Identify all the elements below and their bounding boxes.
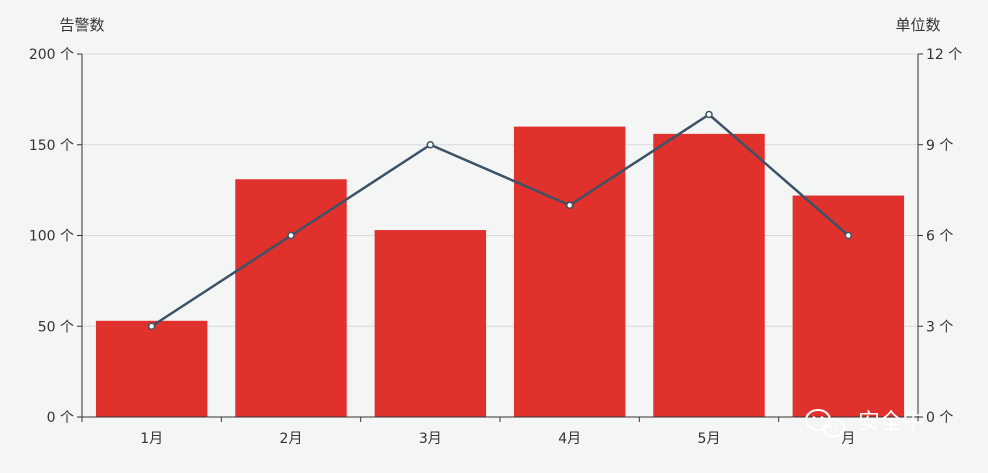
line-point — [565, 201, 574, 209]
bar — [653, 133, 765, 418]
bar-series — [95, 126, 905, 418]
bar — [513, 126, 626, 417]
left-axis-title: 告警数 — [59, 16, 104, 34]
right-tick-label: 9 个 — [926, 138, 953, 154]
line-point — [426, 141, 435, 149]
bar — [374, 230, 487, 417]
left-tick-label: 200 个 — [29, 47, 74, 63]
category-label: 月 — [841, 431, 855, 447]
line-point — [705, 110, 713, 119]
right-tick-label: 0 个 — [926, 410, 953, 426]
series-line — [150, 113, 850, 328]
category-label: 1月 — [140, 431, 163, 447]
category-label: 2月 — [280, 431, 303, 447]
watermark-text: 安全牛 — [858, 410, 924, 435]
line-point — [844, 231, 853, 240]
grid-lines — [82, 53, 918, 327]
left-tick-label: 150 个 — [29, 138, 74, 154]
category-label: 4月 — [558, 431, 581, 447]
left-tick-label: 0 个 — [47, 410, 74, 426]
left-tick-label: 100 个 — [29, 229, 74, 245]
line-series — [147, 110, 853, 330]
wechat-icon — [805, 409, 845, 438]
line-point — [147, 322, 156, 330]
right-tick-label: 3 个 — [926, 319, 953, 335]
bar — [95, 320, 208, 417]
category-label: 5月 — [698, 431, 721, 447]
left-tick-label: 50 个 — [38, 319, 74, 335]
bar — [235, 179, 347, 417]
bar — [792, 195, 905, 417]
right-tick-label: 6 个 — [926, 229, 953, 245]
right-tick-label: 12 个 — [926, 47, 962, 63]
axes — [77, 53, 923, 422]
watermark: 安全牛 — [805, 409, 924, 438]
labels: 告警数 单位数 0 个 50 个 100 个 150 个 200 个 0 个 3 个 6 个 9… — [29, 16, 962, 447]
right-axis-title: 单位数 — [895, 16, 940, 34]
category-label: 3月 — [419, 431, 442, 447]
line-point — [287, 231, 295, 240]
